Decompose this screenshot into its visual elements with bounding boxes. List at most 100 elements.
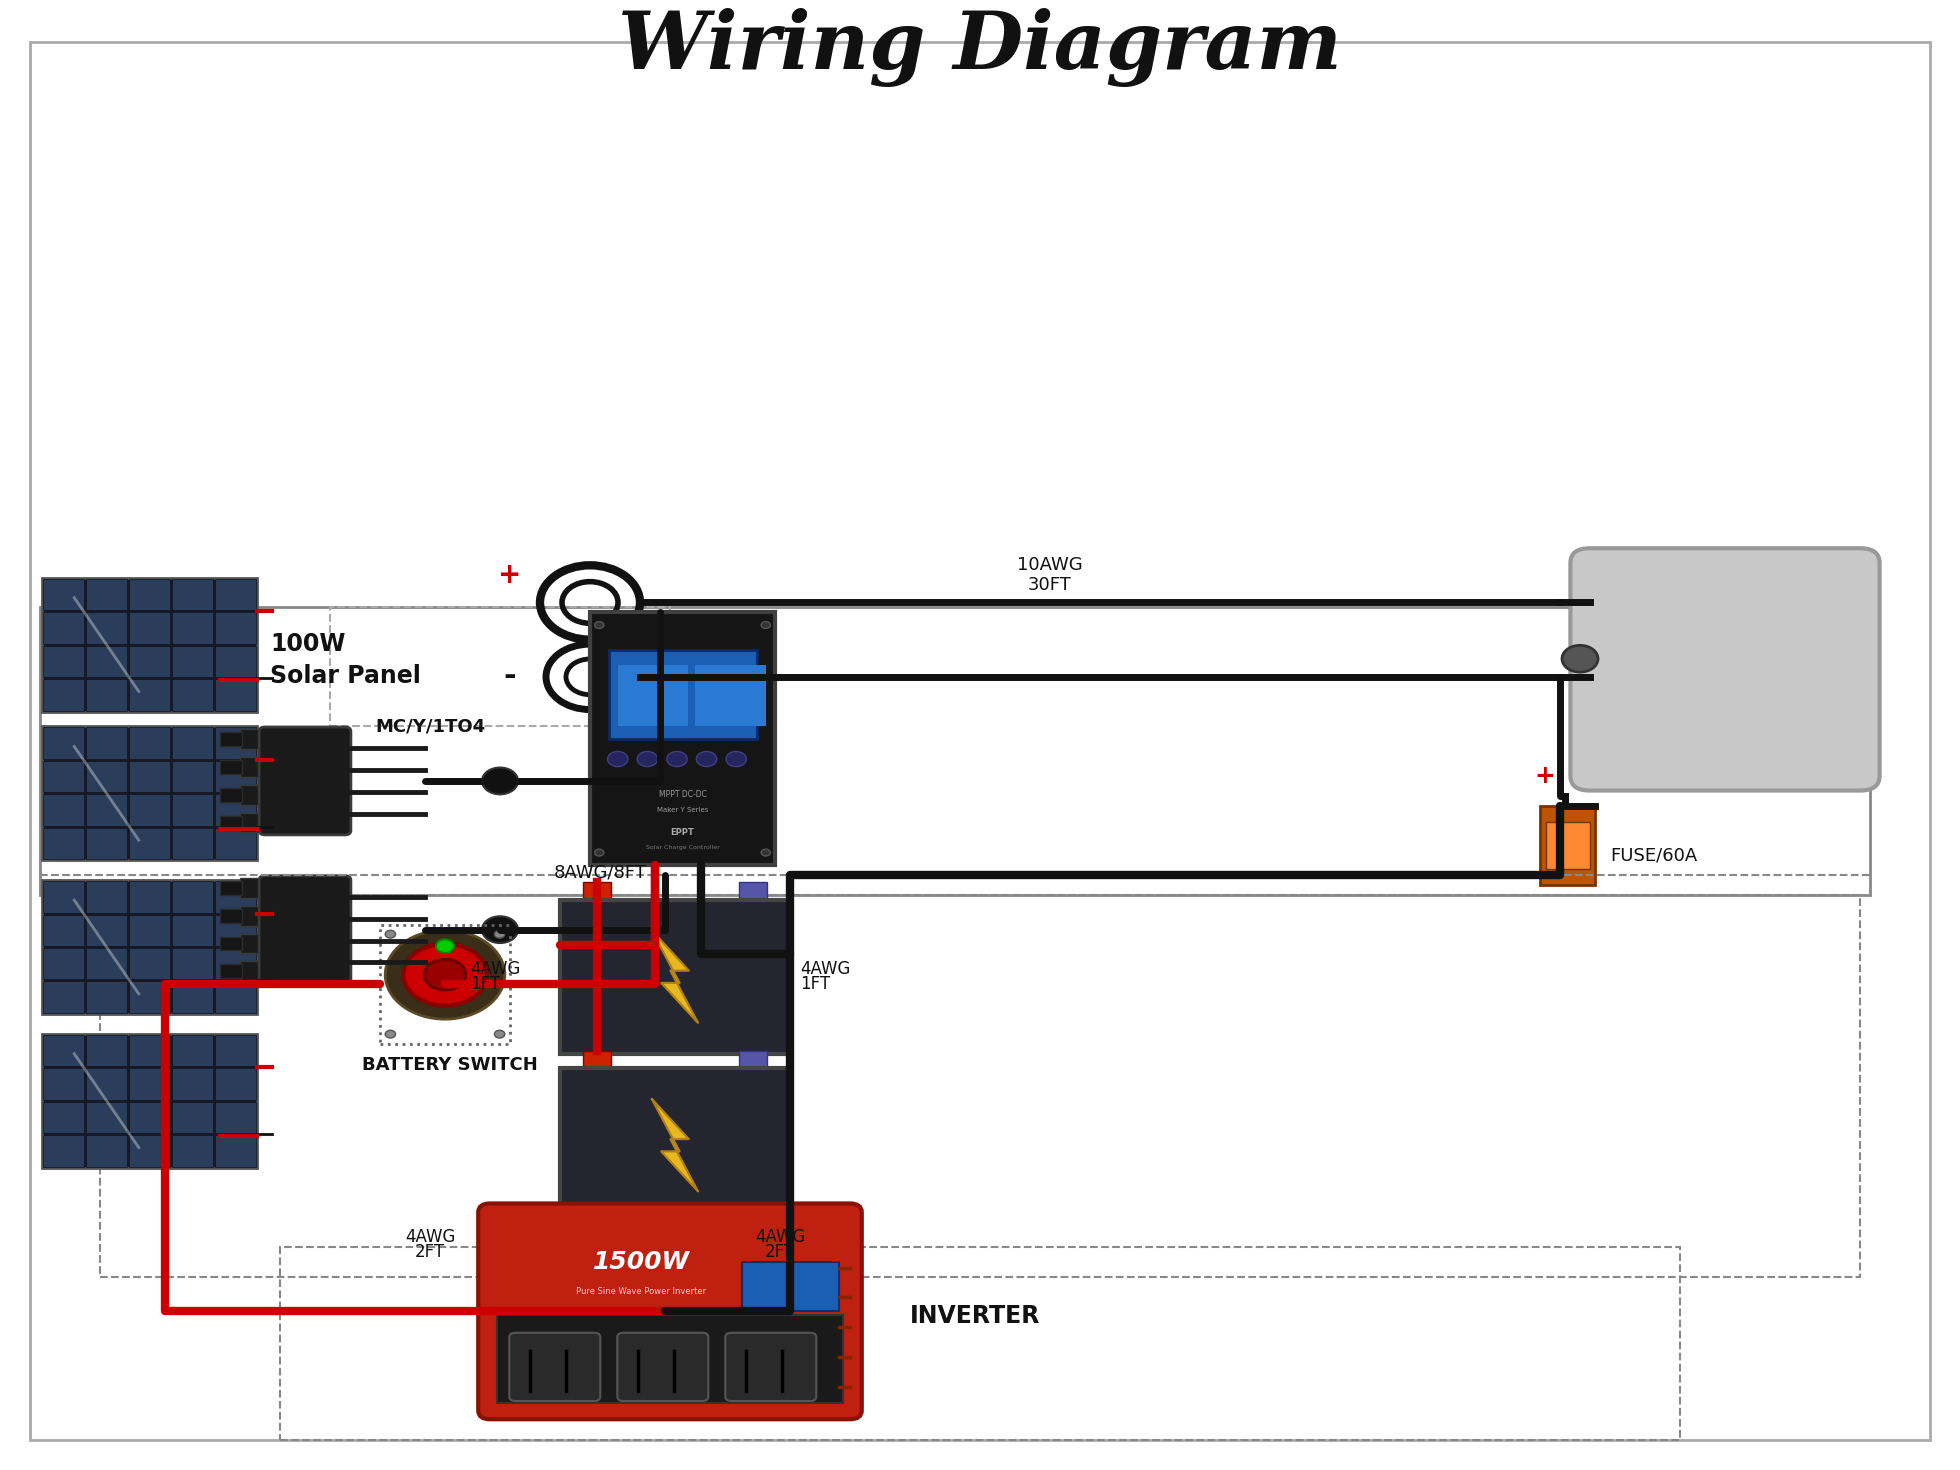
Bar [43, 828, 84, 860]
Bar [129, 579, 171, 610]
Bar [239, 813, 263, 832]
Circle shape [423, 960, 466, 991]
Bar [129, 679, 171, 710]
Bar [172, 679, 214, 710]
FancyBboxPatch shape [617, 1333, 708, 1401]
Bar [43, 612, 84, 644]
Bar [220, 760, 241, 775]
Bar [43, 914, 84, 947]
Bar [41, 578, 257, 711]
Bar [86, 881, 127, 913]
FancyBboxPatch shape [1570, 548, 1880, 791]
Text: 4AWG: 4AWG [755, 1227, 806, 1247]
Bar [239, 961, 263, 980]
Bar [220, 881, 241, 895]
Bar [129, 1135, 171, 1167]
Bar [239, 729, 263, 750]
Bar [329, 607, 670, 726]
Bar [86, 828, 127, 860]
Bar [86, 645, 127, 678]
Bar [216, 828, 257, 860]
Bar [220, 816, 241, 829]
Bar [172, 579, 214, 610]
Bar [43, 1101, 84, 1133]
Bar [608, 650, 757, 739]
Bar [239, 906, 263, 926]
Bar [172, 728, 214, 759]
Text: Maker Y Series: Maker Y Series [657, 807, 708, 813]
Bar [43, 1069, 84, 1100]
Bar [86, 579, 127, 610]
Circle shape [637, 751, 657, 766]
Bar [239, 785, 263, 804]
Circle shape [482, 767, 517, 794]
Circle shape [666, 751, 688, 766]
Bar [739, 1051, 766, 1069]
Bar [172, 1035, 214, 1066]
Bar [129, 828, 171, 860]
Circle shape [386, 931, 506, 1019]
Bar [172, 914, 214, 947]
Text: Pure Sine Wave Power Inverter: Pure Sine Wave Power Inverter [576, 1288, 706, 1297]
Bar [129, 645, 171, 678]
Bar [41, 881, 257, 1014]
Bar [582, 1051, 612, 1069]
Bar [172, 1135, 214, 1167]
Bar [216, 1101, 257, 1133]
Bar [86, 728, 127, 759]
Circle shape [594, 850, 604, 856]
Bar [590, 613, 774, 866]
Circle shape [696, 751, 717, 766]
Circle shape [386, 1030, 396, 1038]
Bar [43, 679, 84, 710]
Circle shape [404, 944, 486, 1005]
Text: Wiring Diagram: Wiring Diagram [617, 7, 1343, 87]
Bar [129, 728, 171, 759]
Bar [380, 925, 510, 1044]
Bar [216, 1135, 257, 1167]
Bar [41, 726, 257, 860]
Text: 10AWG: 10AWG [1017, 556, 1082, 573]
Text: +: + [498, 560, 521, 588]
Bar [129, 948, 171, 979]
Bar [172, 828, 214, 860]
Bar [86, 794, 127, 826]
Bar [86, 612, 127, 644]
Circle shape [494, 1030, 506, 1038]
Bar [172, 794, 214, 826]
Bar [617, 666, 688, 726]
Text: 2FT: 2FT [416, 1242, 445, 1261]
Circle shape [482, 916, 517, 944]
Circle shape [494, 931, 506, 938]
Bar [129, 914, 171, 947]
Circle shape [725, 751, 747, 766]
Bar [280, 1247, 1680, 1441]
Circle shape [760, 850, 770, 856]
Circle shape [594, 622, 604, 629]
Bar [239, 757, 263, 778]
Bar [216, 982, 257, 1013]
Bar [129, 881, 171, 913]
Text: BATTERY SWITCH: BATTERY SWITCH [363, 1055, 537, 1073]
Bar [216, 1069, 257, 1100]
Text: EPPT: EPPT [670, 828, 694, 836]
Bar [216, 728, 257, 759]
Bar [172, 645, 214, 678]
Bar [43, 645, 84, 678]
Bar [216, 761, 257, 792]
Bar [220, 732, 241, 747]
FancyBboxPatch shape [478, 1204, 862, 1419]
FancyBboxPatch shape [725, 1333, 815, 1401]
Bar [86, 1135, 127, 1167]
Bar [172, 948, 214, 979]
Text: 1FT: 1FT [800, 975, 831, 994]
Bar [86, 1101, 127, 1133]
Polygon shape [653, 1100, 698, 1191]
Circle shape [1562, 645, 1597, 672]
Bar [582, 882, 612, 900]
Bar [172, 761, 214, 792]
FancyBboxPatch shape [510, 1333, 600, 1401]
Bar [216, 679, 257, 710]
Bar [43, 794, 84, 826]
Text: +: + [1535, 764, 1556, 788]
